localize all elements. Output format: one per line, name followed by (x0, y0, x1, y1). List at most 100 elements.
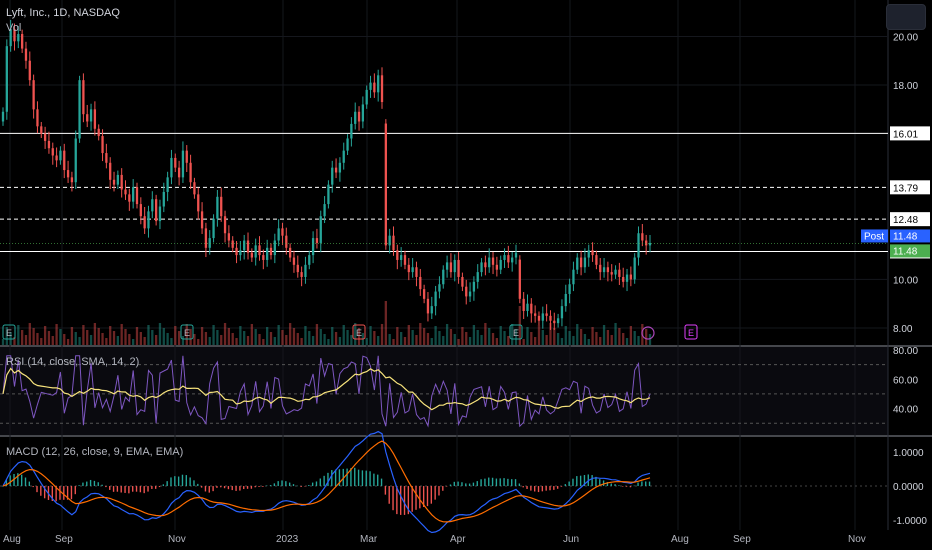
candle (200, 211, 204, 229)
candle (197, 194, 200, 212)
macd-histogram-bar (32, 486, 34, 488)
candle (453, 259, 456, 273)
macd-label[interactable]: MACD (12, 26, close, 9, EMA, EMA) (6, 446, 184, 458)
macd-histogram-bar (503, 478, 505, 487)
macd-histogram-bar (101, 484, 103, 487)
earnings-marker (2, 324, 16, 340)
volume-bar (560, 338, 564, 345)
candle (606, 267, 610, 273)
macd-histogram-bar (135, 486, 138, 492)
macd-histogram-bar (158, 486, 161, 488)
volume-bar (93, 323, 97, 345)
x-tick-label: Nov (848, 534, 866, 545)
volume-bar (537, 325, 541, 345)
macd-histogram-bar (384, 486, 387, 495)
candle (629, 274, 633, 280)
macd-histogram-bar (419, 486, 421, 509)
rsi-label[interactable]: RSI (14, close, SMA, 14, 2) (6, 356, 140, 368)
volume-bar (311, 336, 315, 345)
volume-bar (139, 332, 142, 345)
candle (86, 114, 89, 122)
candle (51, 148, 54, 156)
macd-histogram-bar (576, 476, 578, 487)
volume-bar (622, 333, 625, 345)
volume-bar (170, 338, 173, 345)
macd-histogram-bar (407, 486, 410, 515)
candle (40, 126, 43, 134)
volume-bar (591, 327, 594, 345)
macd-histogram-bar (97, 482, 99, 487)
macd-histogram-bar (449, 484, 452, 487)
volume-bar (243, 331, 246, 345)
candle (208, 238, 211, 248)
volume-bar (200, 327, 204, 345)
price-tick-label: 20.00 (893, 32, 918, 43)
candle (231, 240, 234, 248)
volume-bar (396, 327, 399, 345)
candle (579, 257, 583, 268)
macd-histogram-bar (5, 480, 8, 487)
macd-histogram-bar (24, 477, 27, 487)
volume-bar (63, 334, 66, 345)
candle (124, 189, 127, 195)
macd-histogram-bar (162, 484, 165, 487)
volume-bar (292, 328, 296, 345)
volume-bar (576, 324, 579, 345)
candle (162, 191, 165, 207)
macd-histogram-bar (105, 486, 107, 488)
volume-bar (403, 337, 407, 345)
volume-bar (105, 338, 108, 345)
candle (135, 187, 139, 205)
candle (89, 109, 93, 122)
candle (147, 211, 150, 229)
candle (560, 306, 564, 319)
macd-histogram-bar (258, 486, 260, 487)
candle (396, 250, 399, 260)
macd-histogram-bar (93, 480, 96, 487)
level-badge (890, 212, 930, 227)
price-tick-label: 18.00 (893, 81, 918, 92)
candle (480, 262, 483, 273)
volume-bar (541, 330, 544, 345)
volume-bar (1, 339, 5, 345)
volume-bar (530, 332, 533, 345)
candle (438, 284, 441, 292)
macd-histogram-bar (204, 486, 207, 492)
macd-histogram-bar (285, 481, 287, 487)
macd-histogram-bar (292, 484, 295, 487)
earnings-marker-label: E (356, 328, 362, 338)
earnings-marker-label: E (688, 328, 694, 338)
toolbar-button[interactable] (886, 4, 926, 30)
candle (622, 276, 625, 282)
candle (177, 167, 181, 178)
candle (250, 252, 253, 258)
macd-histogram-bar (74, 486, 76, 495)
candle (457, 259, 460, 277)
volume-bar (331, 327, 334, 345)
volume-bar (319, 329, 322, 345)
volume-bar (273, 337, 276, 345)
candle (63, 150, 66, 171)
macd-histogram-bar (112, 486, 115, 492)
volume-bar (350, 335, 353, 345)
volume-bar (595, 332, 598, 345)
volume-bar (269, 332, 273, 345)
volume-bar (32, 328, 35, 345)
macd-histogram-bar (120, 486, 122, 493)
volume-bar (357, 328, 361, 345)
macd-histogram-bar (231, 486, 233, 491)
macd-histogram-bar (212, 486, 214, 492)
volume-bar (610, 335, 613, 345)
candle (484, 262, 487, 268)
volume-bar (380, 324, 384, 345)
macd-histogram-bar (300, 486, 302, 487)
candle (599, 264, 602, 273)
volume-bar (55, 324, 58, 345)
candle (143, 216, 146, 229)
candle (151, 199, 154, 212)
macd-histogram-bar (403, 486, 406, 515)
macd-histogram-bar (633, 485, 635, 487)
candle (105, 153, 108, 163)
macd-histogram-bar (645, 481, 647, 487)
